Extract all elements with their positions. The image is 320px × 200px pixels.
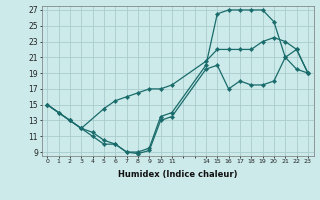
X-axis label: Humidex (Indice chaleur): Humidex (Indice chaleur) <box>118 170 237 179</box>
